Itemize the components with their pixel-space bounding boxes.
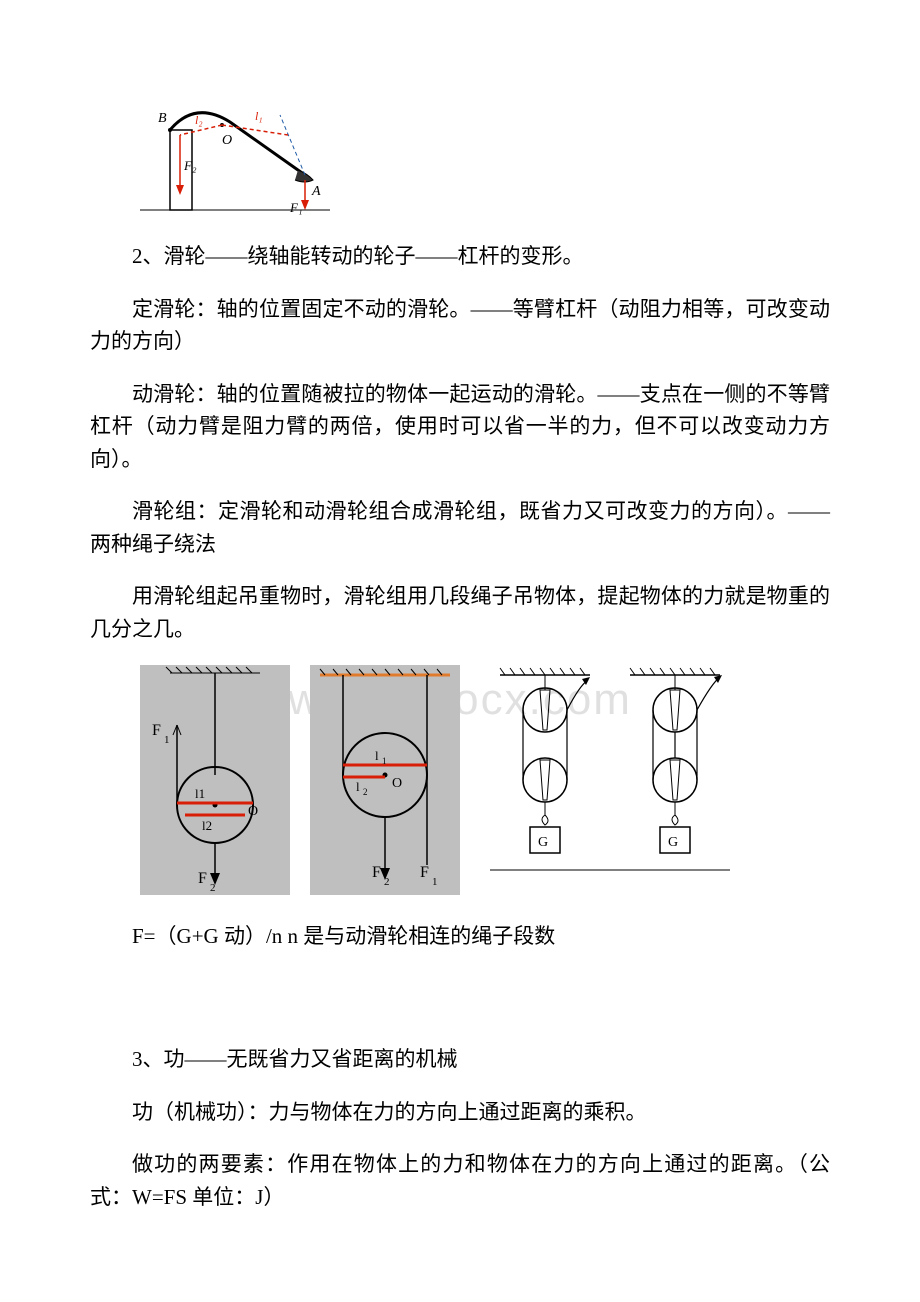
paragraph-work-intro: 3、功——无既省力又省距离的机械 [90, 1043, 830, 1076]
label-l1: l₁ [255, 109, 263, 123]
svg-text:F: F [420, 864, 429, 881]
paragraph-work-elements: 做功的两要素：作用在物体上的力和物体在力的方向上通过的距离。（公式：W=FS 单… [90, 1148, 830, 1213]
label-F-top: F [152, 722, 161, 739]
pulley-system-diagrams: G [480, 665, 740, 895]
label-F2: F₂ [183, 158, 197, 173]
paragraph-formula: F=（G+G 动）/n n 是与动滑轮相连的绳子段数 [90, 920, 830, 953]
pulley-diagrams-row: O F 1 F 2 l1 l2 [140, 665, 830, 895]
paragraph-pulley-group: 滑轮组：定滑轮和动滑轮组合成滑轮组，既省力又可改变力的方向）。——两种绳子绕法 [90, 495, 830, 560]
fixed-pulley-panel: O F 1 F 2 l1 l2 [140, 665, 290, 895]
svg-text:2: 2 [384, 876, 390, 888]
paragraph-fixed-pulley: 定滑轮：轴的位置固定不动的滑轮。——等臂杠杆（动阻力相等，可改变动力的方向） [90, 293, 830, 358]
label-O: O [248, 804, 258, 819]
svg-text:l: l [356, 779, 360, 794]
paragraph-pulley-lift: 用滑轮组起吊重物时，滑轮组用几段绳子吊物体，提起物体的力就是物重的几分之几。 [90, 580, 830, 645]
svg-text:l: l [375, 748, 379, 763]
label-l1: l1 [195, 786, 205, 801]
svg-text:2: 2 [363, 787, 368, 797]
label-F-bottom-sub: 2 [210, 882, 216, 894]
label-O: O [222, 133, 232, 148]
label-B: B [158, 111, 167, 126]
paragraph-movable-pulley: 动滑轮：轴的位置随被拉的物体一起运动的滑轮。——支点在一侧的不等臂杠杆（动力臂是… [90, 378, 830, 476]
label-A: A [311, 184, 321, 199]
svg-text:1: 1 [432, 876, 438, 888]
label-l2: l₂ [195, 113, 203, 127]
svg-text:F: F [372, 864, 381, 881]
label-G-right: G [668, 835, 678, 850]
paragraph-work-def: 功（机械功）：力与物体在力的方向上通过距离的乘积。 [90, 1096, 830, 1129]
label-G-left: G [538, 835, 548, 850]
label-l2: l2 [202, 818, 212, 833]
label-O: O [392, 776, 402, 791]
lever-diagram: O B A F₂ F₁ l₂ l₁ [140, 100, 830, 220]
label-F-top-sub: 1 [164, 734, 170, 746]
movable-pulley-panel: O l 1 l 2 [310, 665, 460, 895]
label-F1: F₁ [289, 200, 302, 215]
label-F-bottom: F [198, 870, 207, 887]
svg-text:1: 1 [382, 756, 387, 766]
paragraph-pulley-intro: 2、滑轮——绕轴能转动的轮子——杠杆的变形。 [90, 240, 830, 273]
